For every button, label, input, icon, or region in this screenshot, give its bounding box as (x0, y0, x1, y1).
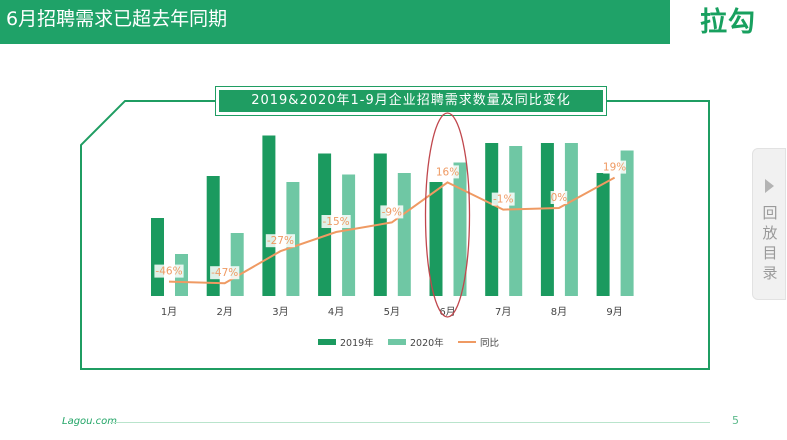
bar-2019-7 (485, 143, 499, 296)
bar-2019-1 (151, 218, 164, 296)
yoy-data-label: 0% (551, 192, 568, 204)
yoy-label-bg (265, 234, 295, 248)
highlight-ellipse-june (424, 112, 471, 318)
x-tick-label: 2月 (217, 306, 233, 318)
yoy-label-bg (436, 165, 459, 179)
legend-label: 2020年 (410, 337, 444, 349)
lagou-logo: 拉勾 (700, 7, 756, 38)
x-tick-label: 5月 (384, 306, 400, 318)
x-tick-label: 8月 (551, 306, 567, 318)
yoy-data-label: 16% (436, 166, 459, 178)
chart-title: 2019&2020年1-9月企业招聘需求数量及同比变化 (251, 93, 571, 108)
yoy-label-bg (154, 264, 184, 278)
yoy-data-label: -9% (382, 206, 402, 218)
bar-2020-9 (620, 150, 634, 296)
footer-divider (110, 422, 710, 423)
replay-catalog-tab[interactable]: 回放目录 (752, 148, 786, 300)
bar-2020-5 (397, 173, 411, 296)
yoy-data-label: -15% (323, 216, 350, 228)
yoy-line (168, 176, 616, 285)
bar-2020-6 (453, 162, 467, 296)
yoy-label-bg (491, 192, 515, 206)
x-tick-label: 3月 (272, 306, 288, 318)
bar-2020-8 (564, 143, 578, 296)
bar-2020-4 (342, 174, 356, 296)
yoy-data-label: 19% (603, 162, 626, 174)
x-tick-label: 7月 (495, 306, 511, 318)
legend-swatch-1 (318, 339, 336, 345)
bar-2019-8 (540, 143, 554, 296)
footer-brand: Lagou.com (62, 416, 118, 427)
yoy-label-bg (321, 215, 351, 228)
page-title: 6月招聘需求已超去年同期 (6, 8, 228, 30)
replay-catalog-label: 回放目录 (762, 204, 778, 282)
legend-swatch-2 (388, 339, 406, 345)
yoy-data-label: -46% (155, 266, 182, 278)
x-tick-label: 4月 (328, 306, 344, 318)
x-tick-label: 1月 (161, 306, 177, 318)
chart-title-box: 2019&2020年1-9月企业招聘需求数量及同比变化 (215, 86, 607, 116)
x-tick-label: 9月 (606, 306, 622, 318)
yoy-label-bg (603, 160, 627, 174)
legend-label: 2019年 (340, 337, 374, 349)
play-arrow-icon (765, 179, 774, 193)
bar-2019-9 (596, 173, 610, 296)
page-number: 5 (732, 414, 739, 427)
yoy-label-bg (210, 266, 240, 280)
yoy-data-label: -27% (267, 235, 294, 247)
yoy-data-label: -1% (493, 194, 513, 206)
bar-2020-2 (230, 233, 244, 296)
title-bar: 6月招聘需求已超去年同期 (0, 0, 670, 44)
frame-fold-corner (80, 100, 126, 146)
yoy-label-bg (380, 205, 404, 219)
bar-2019-3 (262, 135, 276, 296)
legend-label: 同比 (480, 337, 499, 349)
bar-2019-2 (206, 176, 220, 296)
yoy-label-bg (550, 191, 568, 204)
bar-2020-7 (509, 146, 523, 296)
yoy-data-label: -47% (211, 267, 238, 279)
bar-2019-6 (429, 182, 443, 296)
x-tick-label: 6月 (439, 306, 455, 318)
